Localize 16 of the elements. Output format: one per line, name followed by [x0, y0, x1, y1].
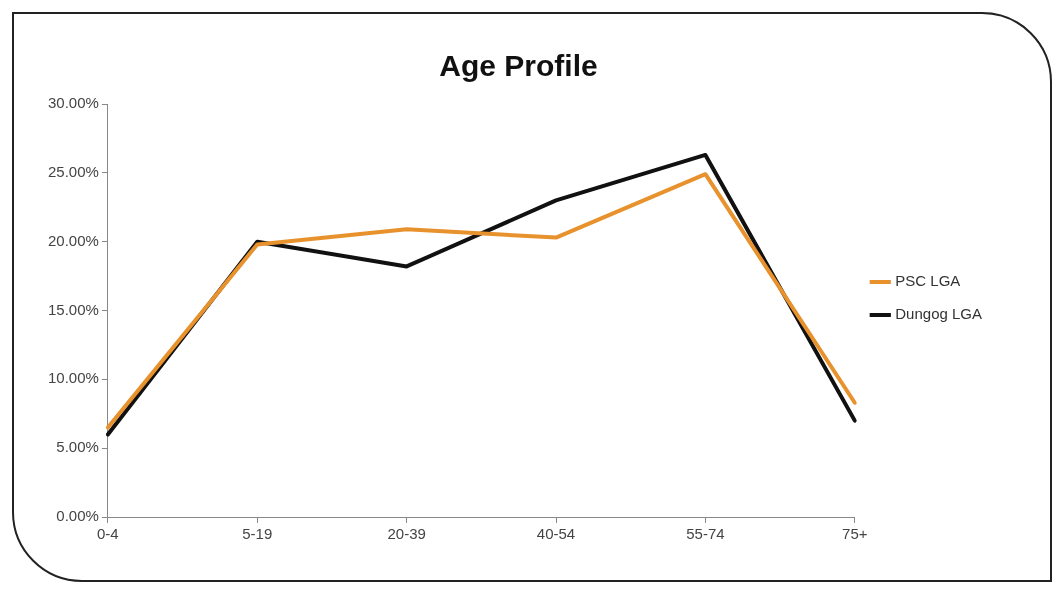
- legend-label: PSC LGA: [895, 272, 961, 290]
- chart-title: Age Profile: [439, 49, 598, 83]
- x-tick-label: 5-19: [242, 525, 273, 543]
- legend-label: Dungog LGA: [895, 305, 983, 323]
- y-tick-label: 5.00%: [56, 438, 99, 456]
- y-tick-label: 15.00%: [48, 300, 99, 318]
- x-tick-label: 40-54: [536, 525, 576, 543]
- x-tick-label: 75+: [842, 525, 868, 543]
- y-tick-label: 25.00%: [48, 162, 99, 180]
- y-tick-label: 20.00%: [48, 231, 99, 249]
- y-tick-label: 0.00%: [56, 507, 99, 525]
- x-tick-label: 20-39: [387, 525, 426, 543]
- y-tick-label: 10.00%: [48, 369, 99, 387]
- x-tick-label: 55-74: [686, 525, 725, 543]
- x-tick-label: 0-4: [97, 525, 119, 543]
- y-tick-label: 30.00%: [48, 94, 99, 112]
